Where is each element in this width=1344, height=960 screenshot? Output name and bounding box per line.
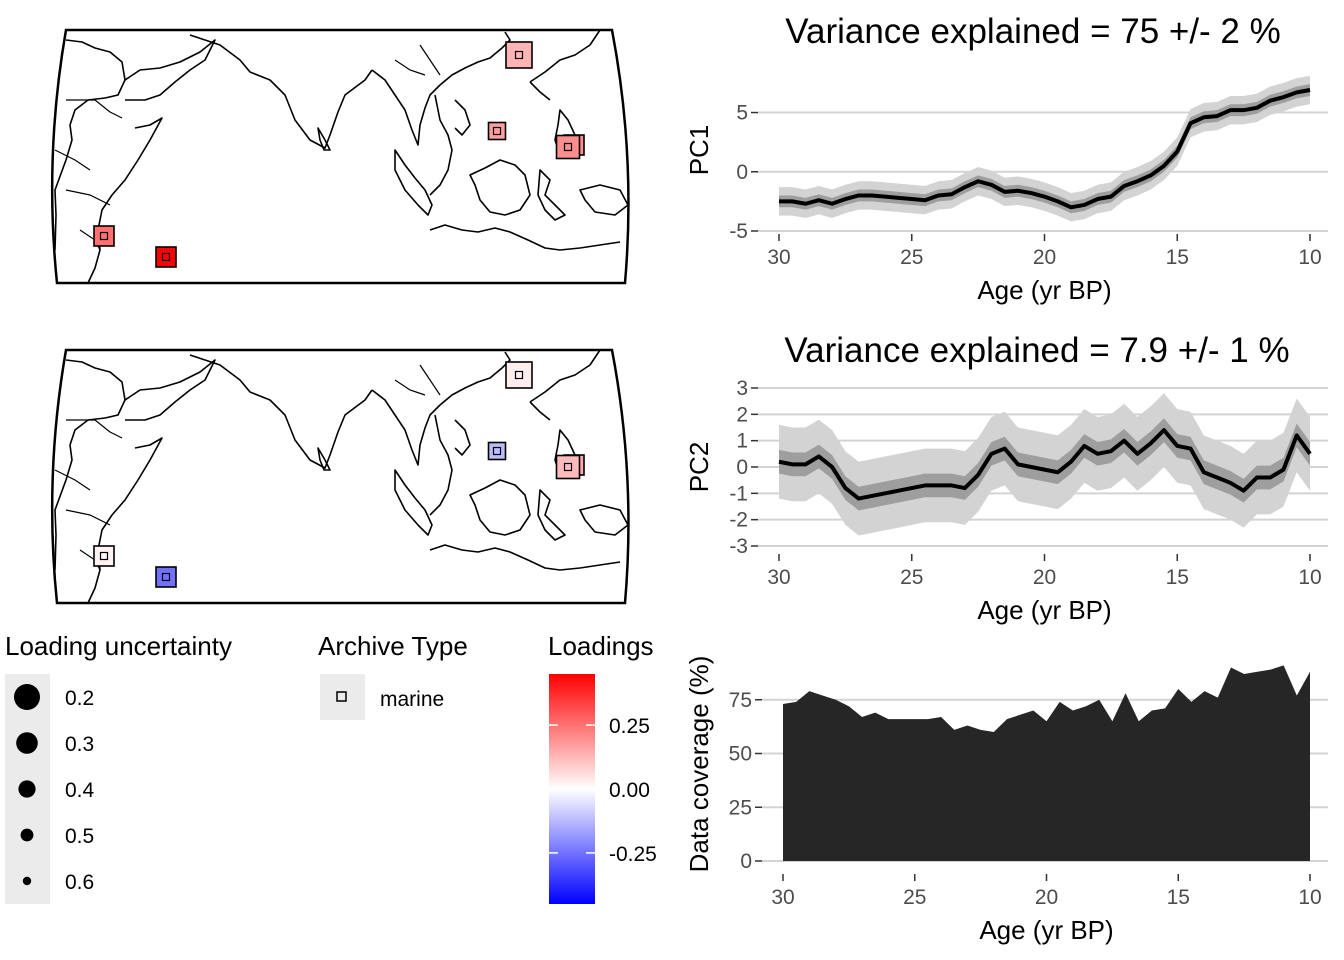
x-tick-label: 20 (1035, 886, 1058, 909)
uncertainty-band-outer (779, 75, 1310, 222)
legend-title: Archive Type (318, 631, 468, 661)
legend-title: Loadings (548, 631, 654, 661)
site-marker-inner (99, 551, 109, 561)
x-tick-label: 25 (903, 886, 926, 909)
series-line (779, 88, 1311, 210)
x-tick-label: 15 (1167, 886, 1190, 909)
legend-dot (20, 828, 34, 842)
x-axis-label: Age (yr BP) (977, 275, 1111, 305)
site-markers (93, 41, 585, 268)
legend-label: 0.4 (65, 779, 95, 802)
x-tick-label: 30 (767, 246, 790, 269)
legend-title: Loading uncertainty (5, 631, 232, 661)
x-tick-label: 10 (1298, 246, 1321, 269)
site-marker-inner (514, 50, 524, 60)
legend-dot (18, 780, 36, 798)
site-markers (93, 361, 585, 588)
site-marker (555, 454, 581, 480)
site-marker (155, 566, 177, 588)
legend-label: 0.2 (65, 687, 94, 710)
pc1-loadings-map (50, 28, 630, 285)
legend-archive: Archive Type marine (318, 631, 468, 720)
colorbar-label: 0.00 (609, 779, 650, 802)
uncertainty-band-inner (779, 84, 1310, 214)
x-tick-label: 30 (767, 566, 790, 589)
site-marker-inner (492, 126, 502, 136)
x-tick-label: 20 (1033, 246, 1056, 269)
legend-items: 0.2 0.3 0.4 0.5 0.6 (14, 684, 95, 894)
site-marker (93, 225, 115, 247)
y-tick-label: 2 (736, 403, 748, 426)
y-tick-label: 0 (736, 456, 748, 479)
x-tick-label: 15 (1166, 566, 1189, 589)
pc1-chart: -5 0 5 30 25 20 15 10 Age (yr BP) PC1 Variance exp… (684, 12, 1328, 305)
colorbar-label: 0.25 (609, 715, 650, 738)
series-line (778, 428, 1312, 501)
y-tick-label: 50 (729, 743, 752, 766)
y-tick-label: 75 (729, 689, 752, 712)
borders (54, 44, 441, 251)
site-marker-inner (161, 252, 171, 262)
site-marker-inner (514, 370, 524, 380)
coastlines (54, 349, 629, 604)
colorbar-label: -0.25 (609, 843, 657, 866)
y-tick-label: 25 (729, 796, 752, 819)
legend-label: 0.6 (65, 871, 94, 894)
y-tick-label: 0 (740, 850, 752, 873)
site-marker-inner (492, 446, 502, 456)
x-tick-label: 10 (1298, 566, 1321, 589)
legend-loadings: Loadings 0.25 0.00 -0.25 (548, 631, 657, 904)
site-marker (93, 545, 115, 567)
legend-dot (22, 876, 32, 886)
y-axis-label: PC1 (684, 125, 714, 176)
x-tick-label: 10 (1298, 886, 1321, 909)
legend-label: marine (380, 688, 444, 711)
legend-key-background (320, 674, 365, 720)
y-tick-label: 0 (736, 161, 748, 184)
coverage-chart: 0 25 50 75 30 25 20 15 10 Age (yr BP) Data coverag… (684, 656, 1328, 945)
map-frame (50, 28, 630, 285)
x-tick-label: 30 (771, 886, 794, 909)
y-tick-label: -2 (729, 509, 748, 532)
y-tick-label: 5 (736, 102, 748, 125)
site-marker (487, 121, 507, 141)
map-frame (50, 348, 630, 605)
x-axis-label: Age (yr BP) (979, 915, 1113, 945)
y-tick-label: -5 (729, 220, 748, 243)
legend-dot (16, 732, 38, 754)
marine-square-icon (336, 691, 347, 702)
x-tick-label: 25 (900, 566, 923, 589)
site-marker (555, 134, 581, 160)
colorbar-ticks: 0.25 0.00 -0.25 (549, 715, 657, 866)
site-marker (505, 361, 533, 389)
pc2-chart: -3 -2 -1 0 1 2 3 30 25 20 15 10 Age (yr BP) PC2 Varian… (684, 331, 1328, 625)
y-axis-label: Data coverage (%) (684, 656, 714, 873)
legend-uncertainty: Loading uncertainty 0.2 0.3 0.4 0.5 0.6 (5, 631, 232, 904)
y-tick-label: 1 (736, 430, 748, 453)
y-tick-label: -1 (729, 482, 748, 505)
y-axis-label: PC2 (684, 442, 714, 493)
site-marker-inner (99, 231, 109, 241)
legend-label: 0.3 (65, 733, 94, 756)
y-tick-label: -3 (729, 535, 748, 558)
site-marker (505, 41, 533, 69)
site-marker (487, 441, 507, 461)
pc2-loadings-map (50, 348, 630, 605)
site-marker-inner (563, 462, 573, 472)
site-marker-inner (563, 142, 573, 152)
site-marker (155, 246, 177, 268)
x-axis-label: Age (yr BP) (977, 595, 1111, 625)
chart-title: Variance explained = 75 +/- 2 % (785, 12, 1281, 51)
legend-dot (14, 684, 40, 710)
x-tick-label: 15 (1166, 246, 1189, 269)
chart-title: Variance explained = 7.9 +/- 1 % (784, 331, 1289, 370)
y-tick-label: 3 (736, 377, 748, 400)
x-tick-label: 25 (900, 246, 923, 269)
legend-label: 0.5 (65, 825, 94, 848)
coverage-area (783, 665, 1310, 861)
x-tick-label: 20 (1033, 566, 1056, 589)
site-marker-inner (161, 572, 171, 582)
